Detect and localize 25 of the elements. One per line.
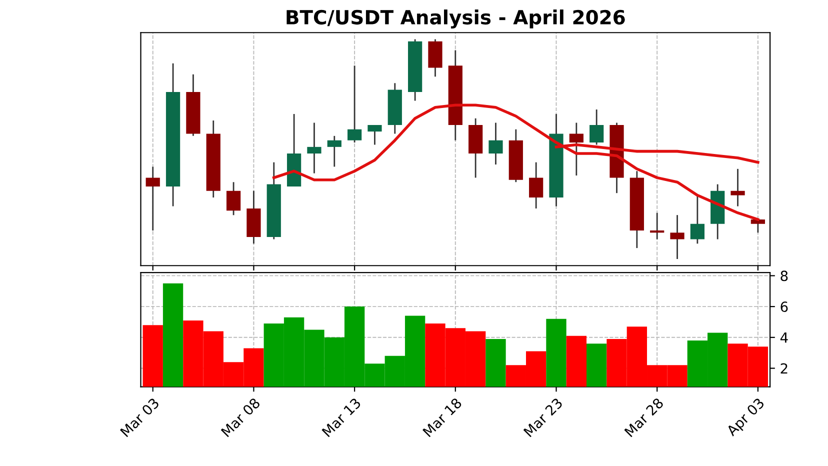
y-tick-label: 4	[780, 332, 788, 343]
candlestick	[650, 212, 664, 240]
y-tick-label: 6	[780, 302, 788, 312]
candlestick	[307, 122, 322, 174]
candlestick	[590, 108, 604, 146]
candlestick	[529, 162, 544, 210]
candlestick	[327, 135, 342, 168]
candlestick	[226, 181, 241, 216]
y-tick-label: 8	[780, 270, 788, 282]
chart-title: BTC/USDT Analysis - April 2026	[286, 10, 625, 28]
candlestick	[368, 124, 382, 146]
candlestick	[569, 122, 584, 176]
y-tick-label: 2	[780, 363, 788, 374]
x-tick-label: Mar 18	[422, 397, 462, 438]
candlestick	[488, 122, 503, 166]
candlestick	[146, 166, 160, 232]
candlestick	[670, 214, 684, 260]
x-tick-label: Mar 23	[523, 397, 564, 438]
x-tick-label: Mar 13	[322, 397, 362, 438]
candlestick	[730, 168, 745, 207]
x-tick-label: Mar 08	[220, 397, 261, 438]
x-tick-label: Apr 03	[726, 397, 767, 439]
x-tick-label: Mar 03	[120, 397, 160, 438]
candlestick	[690, 194, 704, 244]
x-tick-label: Mar 28	[624, 397, 664, 438]
